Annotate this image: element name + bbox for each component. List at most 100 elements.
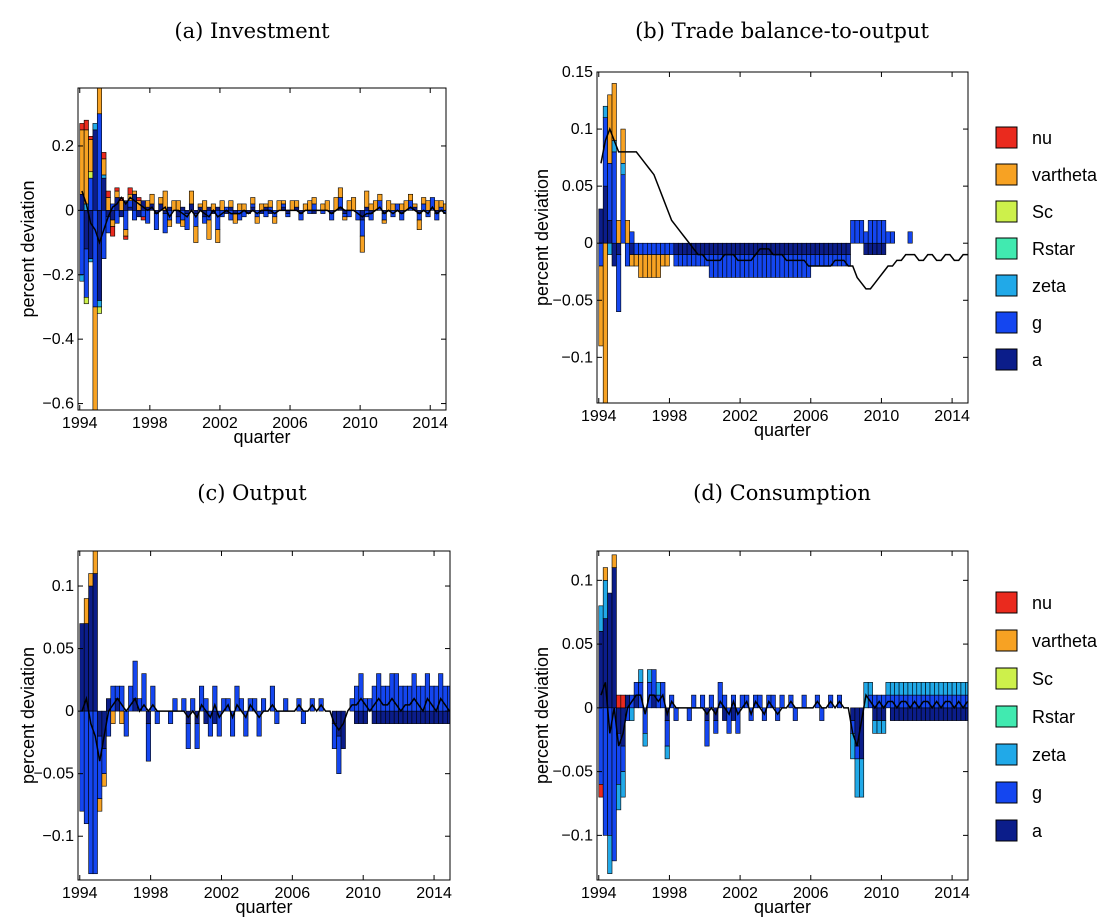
bar-g-q66 — [889, 231, 895, 244]
bar-a-q64 — [362, 710, 368, 724]
x-tick-label: 2014 — [934, 885, 970, 902]
bar-vartheta-q3 — [92, 551, 98, 574]
bar-a-q77 — [938, 707, 944, 721]
bar-zeta-q3 — [92, 123, 98, 131]
bar-a-q53 — [832, 242, 838, 255]
x-tick-label: 2002 — [202, 415, 238, 432]
bar-zeta-q4 — [616, 784, 622, 811]
bar-vartheta-q69 — [381, 219, 387, 224]
bar-g-q8 — [114, 210, 120, 224]
bar-a-q4 — [97, 710, 103, 737]
bar-zeta-q1 — [602, 580, 608, 619]
bar-a-q51 — [823, 242, 829, 255]
bar-a-q31 — [215, 206, 221, 211]
bar-vartheta-q3 — [611, 83, 617, 141]
bar-zeta-q72 — [916, 682, 922, 696]
bar-zeta-q59 — [859, 758, 865, 798]
bar-g-q0 — [598, 242, 604, 267]
bar-g-q8 — [633, 682, 639, 696]
plot-area — [78, 88, 446, 410]
bar-Sc-q4 — [96, 306, 102, 314]
bar-vartheta-q65 — [364, 190, 370, 208]
bar-zeta-q68 — [898, 682, 904, 696]
bar-g-q15 — [664, 242, 670, 255]
bar-zeta-q5 — [620, 771, 626, 798]
bar-g-q81 — [438, 673, 444, 712]
bar-g-q62 — [872, 220, 878, 244]
bar-g-q65 — [885, 231, 891, 244]
bar-a-q75 — [929, 707, 935, 721]
total-line — [600, 682, 968, 747]
bar-vartheta-q22 — [175, 200, 181, 211]
legend-label-nu: nu — [1032, 593, 1052, 613]
bar-g-q61 — [346, 210, 352, 218]
bar-a-q55 — [841, 242, 847, 255]
x-tick-label: 2010 — [864, 408, 900, 425]
legend-label-g: g — [1032, 313, 1042, 333]
bar-a-q34 — [228, 206, 234, 211]
legend-swatch-vartheta — [995, 629, 1018, 652]
bar-vartheta-q78 — [421, 197, 427, 205]
y-tick-label: 0 — [65, 703, 74, 720]
x-tick-label: 2010 — [345, 885, 381, 902]
x-tick-label: 1998 — [132, 415, 168, 432]
bar-g-q9 — [638, 242, 644, 255]
bar-g-q59 — [337, 197, 343, 208]
bar-vartheta-q53 — [311, 197, 317, 205]
bar-zeta-q13 — [655, 682, 661, 696]
bar-a-q76 — [416, 710, 422, 724]
bar-a-q73 — [920, 707, 926, 721]
bar-g-q62 — [354, 685, 360, 712]
bar-zeta-q81 — [956, 682, 962, 696]
bar-g-q26 — [713, 720, 719, 734]
legend-swatch-Sc — [995, 200, 1018, 223]
bar-vartheta-q1 — [602, 242, 608, 403]
bar-g-q42 — [263, 210, 269, 218]
legend-swatch-nu — [995, 126, 1018, 149]
bar-g-q13 — [655, 242, 661, 255]
bar-vartheta-q27 — [197, 203, 203, 208]
bar-g-q34 — [230, 710, 236, 737]
bar-a-q18 — [677, 242, 683, 255]
bar-vartheta-q9 — [638, 254, 644, 278]
bar-g-q36 — [757, 254, 763, 278]
bar-vartheta-q56 — [324, 200, 330, 211]
bar-a-q47 — [806, 242, 812, 255]
bar-a-q9 — [118, 210, 124, 218]
bar-g-q10 — [123, 710, 129, 737]
bar-nu-q4 — [97, 72, 101, 75]
bar-a-q1 — [83, 210, 89, 250]
total-line — [600, 126, 968, 290]
bar-zeta-q80 — [951, 682, 957, 696]
bar-g-q25 — [708, 694, 714, 709]
bar-vartheta-q23 — [180, 219, 186, 227]
bar-a-q69 — [385, 710, 391, 724]
bar-vartheta-q16 — [149, 193, 155, 205]
bar-zeta-q0 — [598, 605, 604, 632]
bar-g-q43 — [788, 254, 794, 278]
x-axis-label: quarter — [235, 897, 292, 917]
bar-vartheta-q2 — [88, 139, 94, 173]
bar-vartheta-q1 — [602, 567, 608, 581]
legend-swatch-Rstar — [995, 237, 1018, 260]
bar-g-q18 — [677, 254, 683, 267]
bar-zeta-q0 — [79, 274, 85, 282]
bar-g-q63 — [358, 673, 364, 712]
bar-g-q15 — [664, 720, 670, 747]
bar-vartheta-q43 — [267, 200, 273, 208]
y-tick-label: −0.05 — [34, 766, 75, 783]
bar-zeta-q2 — [607, 242, 613, 255]
bar-a-q58 — [336, 710, 342, 737]
bar-g-q12 — [132, 660, 138, 699]
bar-g-q14 — [660, 242, 666, 255]
legend-label-Rstar: Rstar — [1032, 239, 1075, 259]
bar-vartheta-q75 — [408, 193, 414, 201]
bar-g-q60 — [342, 213, 348, 218]
legend-swatch-g — [995, 311, 1018, 334]
bar-a-q34 — [748, 242, 754, 255]
bar-a-q29 — [206, 206, 212, 211]
bar-g-q24 — [704, 720, 710, 747]
y-axis-label: percent deviation — [532, 169, 552, 306]
bar-g-q8 — [633, 242, 639, 255]
bar-g-q25 — [190, 698, 196, 712]
